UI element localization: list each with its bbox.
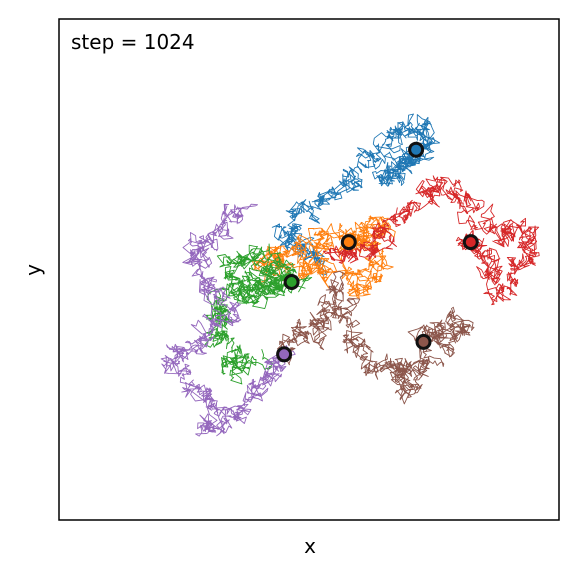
walk-line-4 — [322, 175, 540, 306]
final-position-marker-3 — [283, 274, 300, 290]
final-position-marker-6 — [415, 333, 432, 350]
final-position-marker-2 — [340, 234, 357, 251]
x-axis-label: x — [304, 534, 316, 558]
final-position-markers — [276, 141, 479, 363]
walk-series-group — [160, 113, 540, 437]
walk-line-1 — [271, 113, 441, 276]
step-annotation: step = 1024 — [71, 30, 195, 54]
final-position-marker-5 — [276, 346, 293, 363]
walk-line-2 — [251, 215, 396, 299]
final-position-marker-4 — [462, 234, 479, 251]
walk-line-3 — [204, 243, 313, 385]
y-axis-label: y — [21, 264, 45, 276]
walk-line-6 — [276, 270, 475, 405]
final-position-marker-1 — [408, 141, 425, 158]
walk-line-5 — [160, 203, 296, 437]
